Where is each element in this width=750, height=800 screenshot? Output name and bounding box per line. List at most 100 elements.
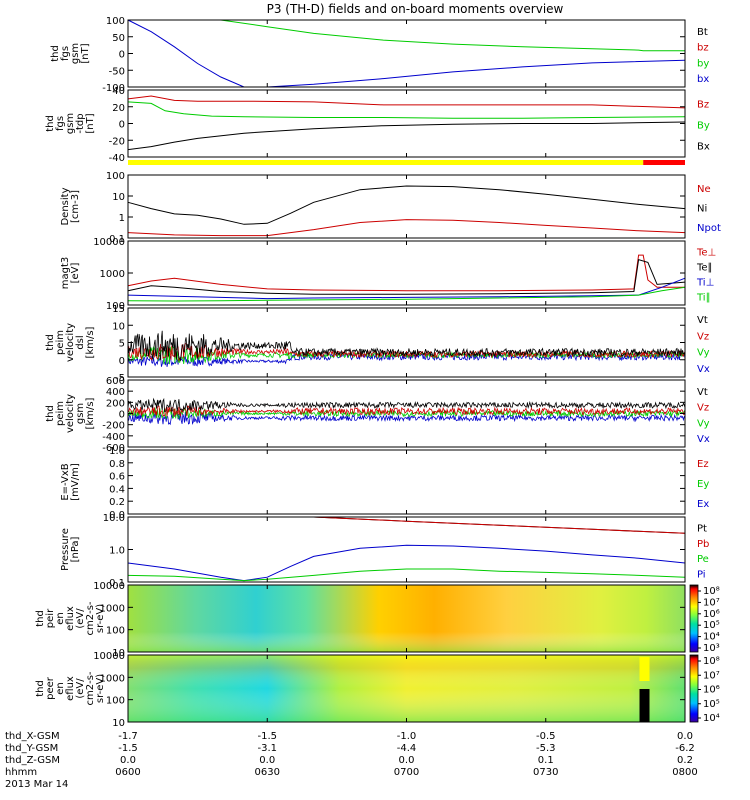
y-tick-label: 1.0: [109, 546, 125, 557]
legend-entry-Vy: Vy: [697, 418, 710, 429]
velocity-trace-Vt: [127, 330, 686, 362]
footer-value: 0.2: [677, 755, 693, 766]
legend-entry-Vy: Vy: [697, 348, 710, 359]
legend-entry-Vx: Vx: [697, 364, 710, 375]
series-line-Te⊥: [127, 254, 685, 292]
panel-peer_eflux: 10⁸ 10⁷ 10⁶ 10⁵ 10⁴ 10000 1000 100 10 thd peer en ef…: [35, 651, 720, 729]
y-tick-label: 1: [119, 213, 125, 224]
legend-entry-Vz: Vz: [697, 331, 709, 342]
y-tick-label: 0.0: [109, 510, 125, 521]
legend: Vt Vz Vy Vx: [697, 387, 710, 445]
y-axis-label-line: fgs: [55, 116, 66, 131]
legend-entry-Bz: Bz: [697, 100, 709, 111]
y-axis-label: Density [cm-3]: [60, 187, 81, 225]
y-axis-label-line: peer: [45, 676, 56, 700]
y-axis-label: thd peim velocity dsl [km/s]: [45, 323, 96, 362]
y-tick-label: 0.6: [109, 472, 125, 483]
series-line-Pe: [127, 568, 686, 582]
legend-entry-Vx: Vx: [697, 434, 710, 445]
y-axis-label: thd peim velocity gsm [km/s]: [45, 394, 96, 433]
y-tick-label: -40: [109, 153, 125, 164]
legend-entry-Ez: Ez: [697, 459, 709, 470]
y-tick-label: 0: [119, 356, 125, 367]
legend-entry-Vt: Vt: [697, 387, 708, 398]
legend-entry-Npot: Npot: [697, 223, 721, 234]
footer-label-hhmm: hhmm: [5, 767, 37, 778]
series-line-Bz: [127, 95, 686, 109]
legend: Ne Ni Npot: [697, 184, 721, 234]
legend-entry-Ti∥: Ti∥: [696, 293, 711, 304]
footer-value: -1.0: [397, 731, 417, 742]
y-axis-label-line: (eV/: [75, 608, 86, 629]
y-axis-label: thd peir en eflux (eV/cm2-s-sr-eV): [35, 601, 106, 635]
legend-entry-Ex: Ex: [697, 499, 709, 510]
y-tick-label: -20: [109, 136, 125, 147]
y-tick-label: 1.0: [109, 446, 125, 457]
colorbar-tick-label: 10⁵: [703, 620, 720, 631]
y-tick-label: 100: [106, 626, 125, 637]
heatmap-shade: [128, 585, 685, 652]
y-axis-label-line: thd: [35, 610, 46, 627]
y-axis-label-line: peir: [45, 608, 56, 628]
colorbar-tick-label: 10⁵: [703, 699, 720, 710]
legend: Vt Vz Vy Vx: [697, 315, 710, 375]
y-tick-label: 0: [119, 410, 125, 421]
panel-temperature: 10000 1000 100 magt3 [eV] Te⊥ Te∥ Ti⊥ Ti∥: [60, 237, 716, 312]
y-axis-label-line: eflux: [65, 606, 76, 631]
legend-entry-Ey: Ey: [697, 479, 709, 490]
legend-entry-bx: bx: [697, 74, 709, 85]
velocity-trace-Vt: [127, 397, 686, 413]
legend: Ez Ey Ex: [697, 459, 709, 510]
series-line-Ni: [127, 185, 686, 225]
y-tick-label: 5: [119, 339, 125, 350]
series-line-bx: [127, 19, 686, 88]
legend-entry-Pb: Pb: [697, 539, 709, 550]
colorbar-tick-label: 10³: [703, 643, 720, 654]
y-tick-label: -5: [115, 373, 125, 384]
mode-bar-before: [128, 160, 644, 165]
footer-value: 0.0: [120, 755, 136, 766]
y-tick-label: 0.1: [109, 234, 125, 245]
y-tick-label: 100: [106, 696, 125, 707]
series-line-Bx: [127, 121, 686, 151]
legend-entry-by: by: [697, 58, 709, 69]
footer-value: -0.5: [536, 731, 556, 742]
series-line-By: [127, 101, 686, 119]
colorbar-tick-label: 10⁶: [703, 609, 720, 620]
y-tick-label: 1000: [100, 673, 125, 684]
y-axis-label-line: peim: [55, 401, 66, 426]
footer-value: 0800: [672, 767, 697, 778]
footer-date: 2013 Mar 14: [5, 779, 68, 790]
y-axis-label-line: gsm: [70, 43, 81, 64]
colorbar: 10⁸ 10⁷ 10⁶ 10⁵ 10⁴: [689, 654, 720, 724]
y-axis-label-line: [nT]: [85, 113, 96, 133]
footer-value: -4.4: [397, 743, 417, 754]
y-axis-label-line: cm2-s-: [85, 601, 96, 635]
series-line-Ne: [127, 219, 686, 237]
legend-entry-Te⊥: Te⊥: [696, 248, 716, 259]
y-axis-label-line: [cm-3]: [70, 190, 81, 223]
colorbar-tick-label: 10⁷: [703, 597, 720, 608]
y-axis-label-line: thd: [45, 334, 56, 351]
y-axis-label-line: thd: [50, 45, 61, 62]
legend: Bt bz by bx: [697, 27, 709, 85]
y-axis-label-line: Pressure: [60, 528, 71, 571]
y-axis-label: magt3 [eV]: [60, 257, 81, 290]
y-tick-label: 0: [119, 50, 125, 61]
series-line-Ti∥: [127, 286, 686, 302]
footer-ephemeris: thd_X-GSM thd_Y-GSM thd_Z-GSM hhmm 2013 …: [5, 731, 698, 790]
heatmap-shade: [128, 655, 685, 722]
panel-pressure: 10.0 1.0 0.1 Pressure [nPa] Pt Pb Pe Pi: [60, 513, 709, 589]
legend-entry-Te∥: Te∥: [696, 263, 713, 274]
panel-efield: 1.0 0.8 0.60.4 0.2 0.0 E=-VxB [mV/m] Ez Ey Ex: [60, 446, 709, 521]
colorbar-tick-label: 10⁷: [703, 670, 720, 681]
footer-value: 0600: [115, 767, 140, 778]
footer-value: -6.2: [675, 743, 695, 754]
heatmap-burst: [639, 657, 650, 681]
panel-velocity_dsl: 15 10 5 0 -5 thd peim velocity dsl [km/s] Vt Vz Vy Vx: [45, 304, 710, 384]
colorbar-scale: [689, 584, 699, 653]
panel-density: 100 10 1 0.1 Density [cm-3] Ne Ni Npot: [60, 171, 721, 245]
y-axis-label-line: thd: [45, 115, 56, 132]
